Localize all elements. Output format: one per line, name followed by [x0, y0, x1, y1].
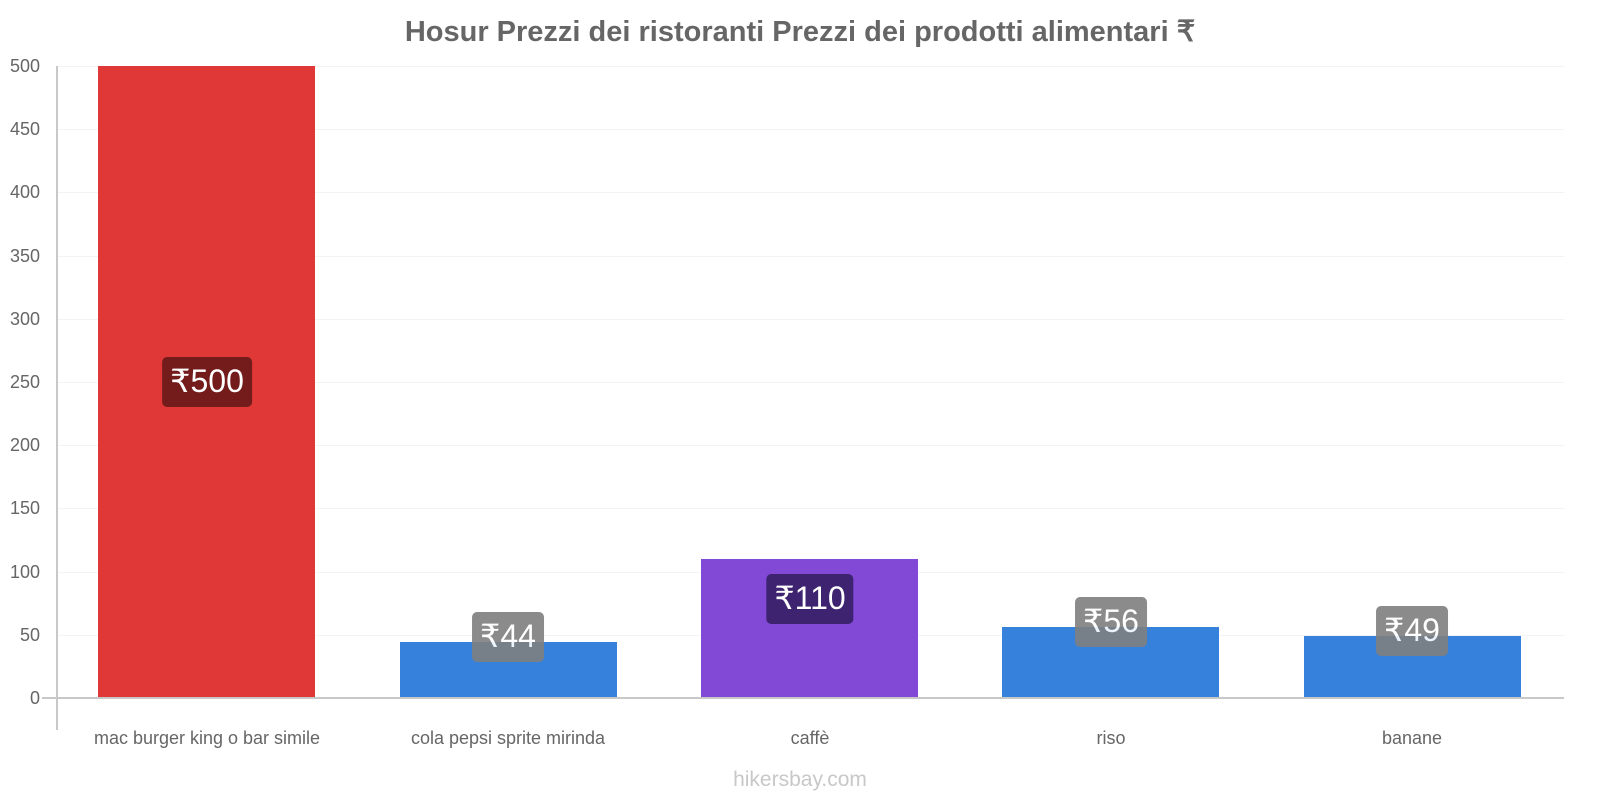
- chart-title: Hosur Prezzi dei ristoranti Prezzi dei p…: [404, 16, 1196, 48]
- y-tick-label: 500: [9, 56, 40, 76]
- gridline: [56, 382, 1564, 383]
- y-tick-label: 150: [9, 498, 40, 518]
- x-tick-label: caffè: [790, 728, 830, 748]
- gridline: [56, 319, 1564, 320]
- x-axis-line: [42, 697, 1564, 699]
- y-tick-label: 350: [9, 246, 40, 266]
- y-tick-label: 200: [9, 435, 40, 455]
- watermark: hikersbay.com: [733, 768, 867, 791]
- x-tick-label: mac burger king o bar simile: [93, 728, 321, 748]
- gridline: [56, 129, 1564, 130]
- y-tick-label: 0: [29, 688, 40, 708]
- y-tick-label: 50: [19, 625, 40, 645]
- y-tick-label: 300: [9, 309, 40, 329]
- gridline: [56, 66, 1564, 67]
- gridline: [56, 508, 1564, 509]
- gridline: [56, 192, 1564, 193]
- value-label: ₹44: [472, 612, 544, 662]
- gridline: [56, 445, 1564, 446]
- y-tick-label: 250: [9, 372, 40, 392]
- value-label: ₹56: [1075, 597, 1147, 647]
- y-tick-label: 400: [9, 182, 40, 202]
- y-tick-label: 100: [9, 562, 40, 582]
- value-label: ₹110: [766, 574, 854, 624]
- value-label: ₹500: [162, 357, 252, 407]
- x-tick-label: cola pepsi sprite mirinda: [410, 728, 606, 748]
- y-tick-label: 450: [9, 119, 40, 139]
- y-axis-line: [56, 66, 58, 730]
- gridline: [56, 256, 1564, 257]
- x-tick-label: banane: [1381, 728, 1443, 748]
- value-label: ₹49: [1376, 606, 1448, 656]
- x-tick-label: riso: [1096, 728, 1126, 748]
